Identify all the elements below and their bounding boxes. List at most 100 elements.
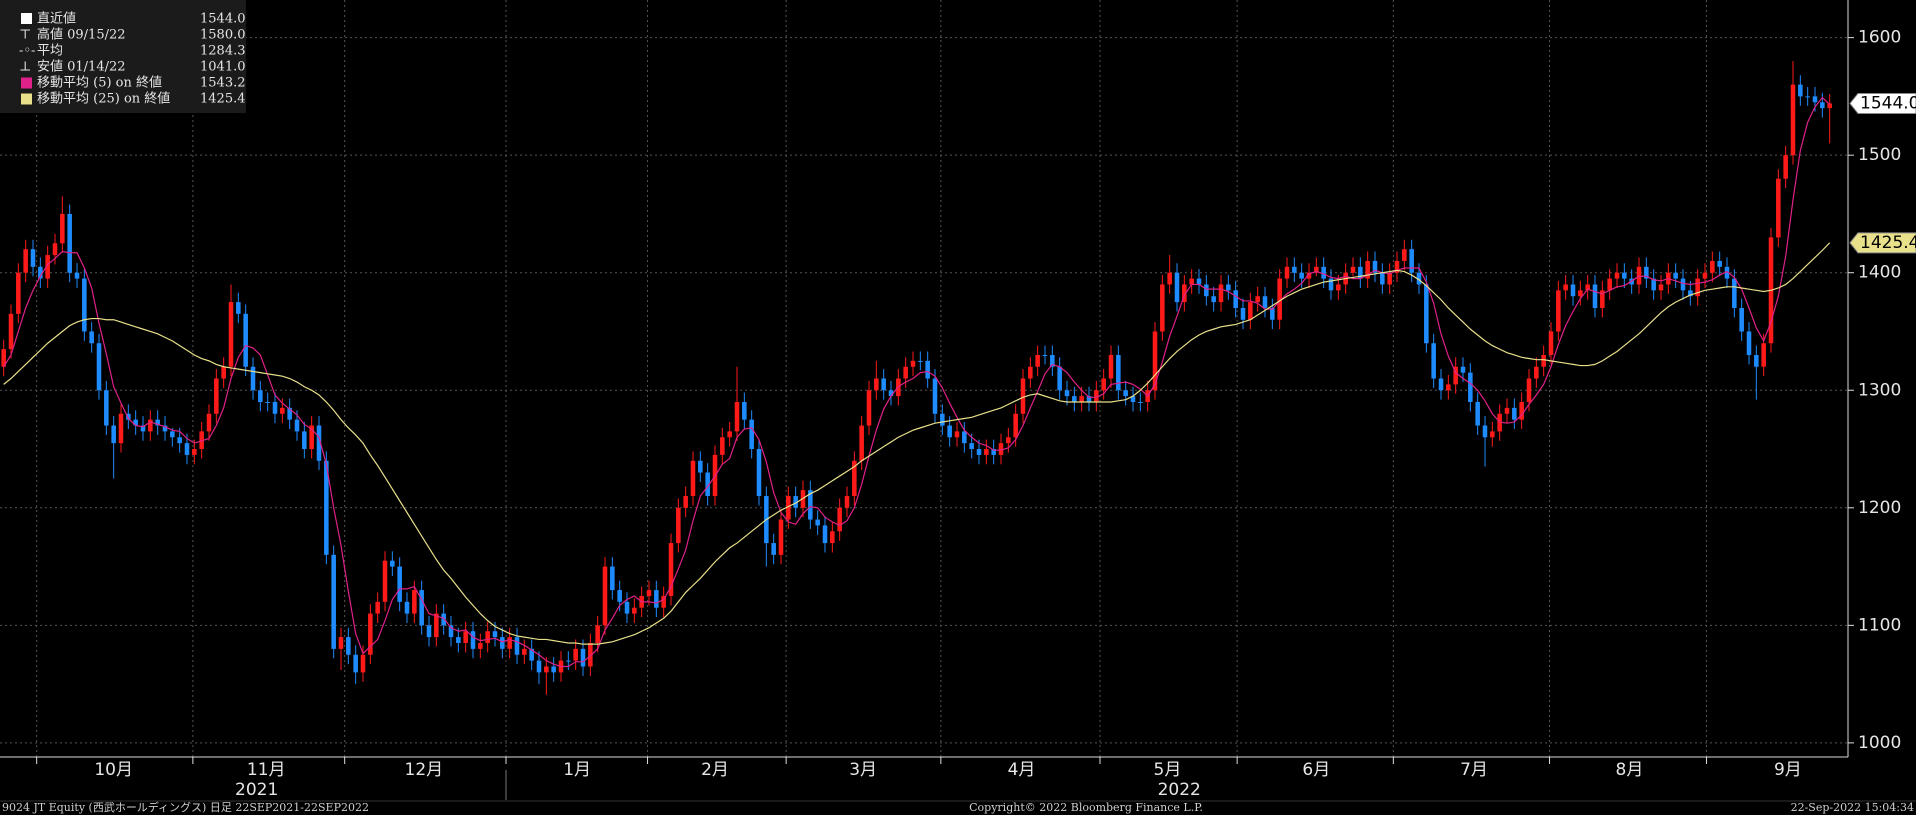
- candle-body: [954, 431, 960, 438]
- candle-body: [52, 243, 58, 256]
- candle-body: [1688, 290, 1693, 297]
- candle-body: [1138, 402, 1143, 404]
- candle-body: [1622, 272, 1627, 279]
- candle-body: [463, 631, 468, 643]
- candle-body: [536, 660, 542, 673]
- candle-body: [903, 366, 908, 379]
- candle-body: [1431, 343, 1436, 379]
- candle-body: [1600, 290, 1605, 308]
- candle-body: [250, 366, 256, 391]
- candle-body: [617, 590, 622, 602]
- candle-body: [1321, 266, 1326, 279]
- candle-body: [888, 390, 894, 397]
- candle-body: [705, 472, 710, 497]
- candle-body: [243, 313, 248, 367]
- candle-body: [602, 566, 608, 626]
- candle-body: [1710, 260, 1715, 273]
- candle-body: [786, 496, 791, 520]
- candle-body: [338, 637, 344, 649]
- x-tick-label: 7月: [1460, 760, 1488, 780]
- candle-body: [177, 437, 182, 444]
- candle-body: [1, 349, 6, 367]
- candle-body: [822, 525, 828, 544]
- candle-body: [331, 554, 336, 649]
- legend-label: 移動平均 (25) on 終値: [37, 91, 170, 107]
- candle-body: [1680, 278, 1686, 291]
- ma-tag: 1425.4: [1860, 233, 1916, 253]
- candle-body: [1255, 296, 1260, 303]
- legend-value: 1041.0: [200, 60, 246, 75]
- candle-body: [1336, 284, 1341, 291]
- candle-body: [60, 213, 65, 244]
- candle-body: [918, 360, 923, 362]
- candle-body: [390, 560, 395, 567]
- legend-value: 1544.0: [200, 12, 246, 27]
- candle-body: [382, 560, 388, 602]
- candle-body: [632, 607, 637, 614]
- candle-body: [228, 302, 234, 367]
- footer-left: 9024 JT Equity (西武ホールディングス) 日足 22SEP2021…: [2, 800, 369, 814]
- candle-body: [676, 507, 681, 544]
- legend-box: [0, 0, 246, 113]
- candle-body: [1409, 249, 1414, 273]
- candle-body: [1644, 266, 1649, 279]
- candle-body: [859, 425, 864, 461]
- candle-body: [844, 496, 850, 508]
- candle-body: [1717, 260, 1722, 267]
- candle-body: [1570, 284, 1576, 297]
- candle-body: [1182, 284, 1187, 303]
- candle-body: [1292, 266, 1297, 273]
- candle-body: [30, 249, 36, 267]
- candle-body: [104, 390, 109, 426]
- footer-right: 22-Sep-2022 15:04:34: [1791, 801, 1914, 814]
- legend-label: 高値 09/15/22: [37, 27, 126, 43]
- candle-body: [984, 449, 989, 455]
- candle-body: [866, 390, 872, 426]
- candle-body: [734, 402, 740, 432]
- x-tick-label: 3月: [849, 760, 877, 780]
- candle-body: [448, 625, 454, 638]
- candle-body: [1702, 272, 1708, 279]
- candle-body: [522, 648, 527, 655]
- y-tick-label: 1100: [1858, 615, 1901, 635]
- candle-body: [1101, 378, 1106, 391]
- candle-body: [8, 313, 14, 350]
- candle-body: [1240, 307, 1246, 320]
- candle-body: [206, 413, 212, 432]
- candle-body: [294, 419, 300, 432]
- candle-body: [1365, 260, 1370, 279]
- candle-body: [1746, 331, 1752, 355]
- candle-body: [67, 213, 72, 273]
- candle-body: [514, 637, 520, 655]
- candle-body: [155, 419, 160, 426]
- candle-body: [1248, 302, 1253, 320]
- candle-body: [1534, 366, 1539, 379]
- legend-label: 平均: [37, 44, 63, 59]
- candle-body: [287, 407, 292, 420]
- candle-body: [690, 460, 696, 497]
- candle-body: [852, 460, 857, 497]
- candle-body: [588, 642, 593, 667]
- candle-body: [82, 278, 87, 332]
- candle-body: [456, 637, 461, 643]
- candle-body: [1805, 96, 1810, 98]
- x-tick-label: 5月: [1154, 760, 1182, 780]
- candle-body: [89, 331, 94, 344]
- candle-body: [1754, 354, 1759, 367]
- candle-body: [375, 601, 380, 614]
- year-label: 2022: [1158, 780, 1201, 800]
- candle-body: [258, 390, 263, 403]
- year-label: 2021: [235, 780, 278, 800]
- x-tick-label: 6月: [1302, 760, 1330, 780]
- candle-body: [426, 625, 432, 638]
- candle-body: [1079, 396, 1084, 403]
- candle-body: [1006, 437, 1011, 444]
- candle-body: [698, 460, 703, 473]
- candle-body: [1358, 266, 1363, 279]
- candle-body: [1372, 260, 1378, 273]
- candle-body: [1189, 278, 1194, 285]
- candle-body: [316, 425, 322, 461]
- candle-body: [1776, 178, 1781, 238]
